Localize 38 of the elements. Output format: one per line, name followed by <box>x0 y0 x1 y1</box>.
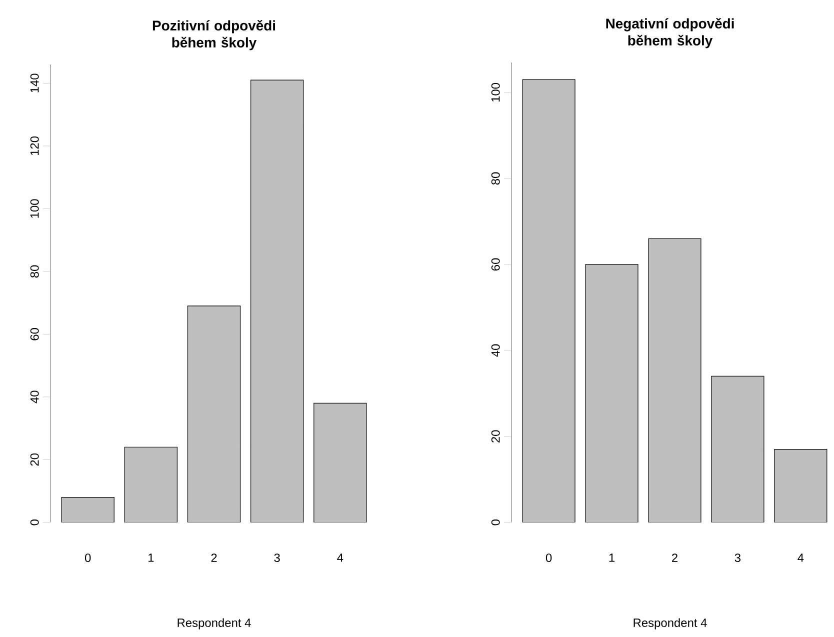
bar <box>61 497 114 522</box>
x-tick-label: 3 <box>274 554 280 562</box>
x-tick-label: 0 <box>84 554 91 562</box>
x-tick-label: 0 <box>546 554 552 562</box>
x-tick-label: 4 <box>337 554 344 562</box>
x-axis-title: Respondent 4 <box>178 618 251 630</box>
bar <box>711 376 764 522</box>
bar <box>124 446 178 522</box>
x-tick-label: 3 <box>734 554 741 562</box>
bar <box>250 80 304 522</box>
chart-title: Negativní odpovědi během školy <box>606 18 734 48</box>
bar <box>774 449 828 522</box>
chart-title: Pozitivní odpovědi během školy <box>152 20 276 50</box>
y-tick-label: 60 <box>491 258 500 270</box>
y-tick-label: 120 <box>30 136 39 156</box>
y-tick-label: 0 <box>491 520 500 526</box>
y-tick-label: 20 <box>30 453 39 466</box>
y-tick-label: 80 <box>30 265 39 278</box>
x-tick-label: 2 <box>672 554 678 562</box>
x-tick-label: 1 <box>148 554 154 562</box>
y-tick-label: 140 <box>30 74 39 92</box>
bar <box>314 402 367 522</box>
x-axis-title: Respondent 4 <box>634 618 707 630</box>
x-tick-label: 4 <box>798 554 804 562</box>
y-tick-label: 100 <box>30 199 39 218</box>
y-tick-label: 100 <box>491 82 500 102</box>
y-tick-label: 20 <box>491 430 500 442</box>
x-tick-label: 1 <box>609 554 614 562</box>
bar <box>648 238 702 522</box>
y-tick-label: 0 <box>30 520 39 526</box>
y-tick-label: 40 <box>491 344 500 357</box>
bar <box>585 264 638 522</box>
x-tick-label: 2 <box>211 554 217 562</box>
y-tick-label: 60 <box>30 328 39 340</box>
y-tick-label: 40 <box>30 390 39 404</box>
y-tick-label: 80 <box>491 172 500 185</box>
bar <box>187 306 241 522</box>
bar <box>522 79 576 522</box>
